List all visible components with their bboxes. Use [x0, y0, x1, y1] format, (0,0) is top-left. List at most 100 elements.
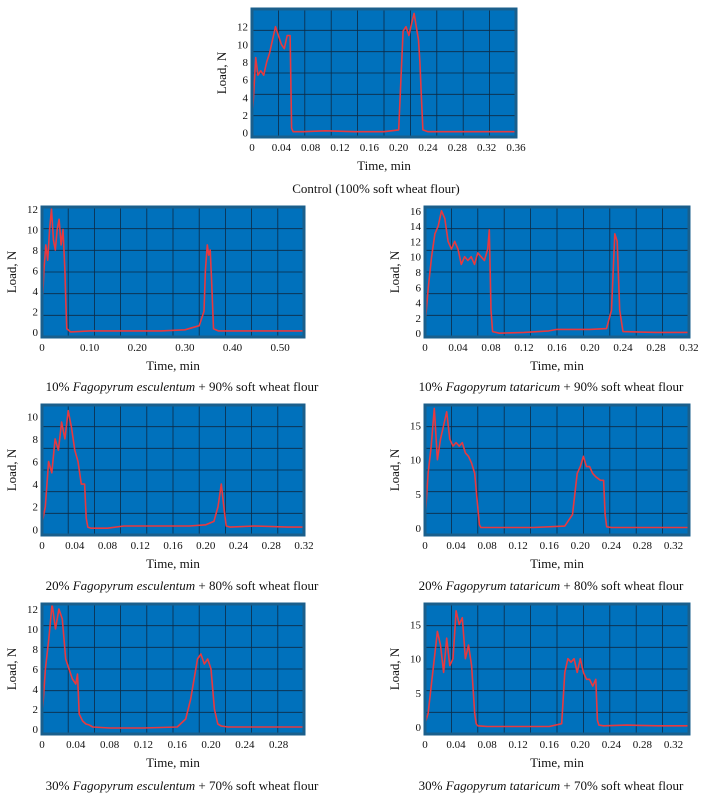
x-tick-label: 0.16: [540, 739, 560, 751]
x-axis-label: Time, min: [146, 358, 200, 373]
y-tick-label: 12: [237, 22, 248, 34]
chart-svg: 0 0.10 0.20 0.30 0.40 0.50 0 2 4 6 8 10 12 Time, min L…: [4, 204, 306, 373]
x-tick-label: 0.08: [100, 739, 120, 751]
x-tick-label: 0.32: [294, 540, 313, 552]
y-tick-label: 4: [33, 286, 39, 298]
plot-frame: [423, 602, 691, 736]
series-line: [251, 12, 516, 133]
series-line: [424, 209, 689, 334]
y-axis-label: Load, N: [4, 250, 19, 293]
x-tick-label: 0.12: [514, 342, 533, 354]
x-tick-label: 0.20: [571, 739, 591, 751]
series-line: [424, 610, 689, 728]
x-tick-label: 0.10: [80, 342, 100, 354]
x-tick-label: 0.24: [418, 142, 438, 154]
chart-panel-6: 0 0.04 0.08 0.12 0.16 0.20 0.24 0.28 0 2 4 6 8 10 12 Ti…: [2, 600, 314, 776]
y-tick-label: 8: [416, 267, 422, 279]
y-tick-label: 10: [27, 225, 39, 237]
caption-species: Fagopyrum esculentum: [72, 578, 196, 593]
x-axis-label: Time, min: [530, 755, 584, 770]
x-tick-label: 0.20: [580, 342, 600, 354]
x-tick-label: 0.24: [602, 739, 622, 751]
x-tick-label: 0.12: [509, 739, 528, 751]
caption-blend: + 90% soft wheat flour: [560, 379, 684, 394]
y-axis-label: Load, N: [4, 647, 19, 690]
plot-frame: [40, 403, 306, 537]
x-tick-label: 0.08: [477, 739, 497, 751]
y-tick-label: 14: [410, 221, 422, 233]
x-tick-label: 0: [249, 142, 255, 154]
chart-caption: 20% Fagopyrum tataricum + 80% soft wheat…: [380, 578, 722, 594]
y-tick-label: 10: [27, 411, 39, 423]
x-tick-label: 0.32: [679, 342, 698, 354]
y-axis-label: Load, N: [214, 51, 229, 94]
x-tick-label: 0.24: [235, 739, 255, 751]
x-axis-label: Time, min: [357, 158, 411, 173]
y-tick-label: 2: [33, 502, 39, 514]
caption-blend: + 90% soft wheat flour: [195, 379, 319, 394]
y-tick-label: 6: [33, 265, 39, 277]
y-tick-label: 12: [27, 604, 38, 616]
chart-panel-2: 0 0.10 0.20 0.30 0.40 0.50 0 2 4 6 8 10 12 Time, min L…: [2, 203, 314, 379]
chart-caption: 10% Fagopyrum tataricum + 90% soft wheat…: [380, 379, 722, 395]
y-tick-label: 2: [33, 306, 39, 318]
x-tick-label: 0.36: [506, 142, 526, 154]
chart-panel-3: 0 0.04 0.08 0.12 0.16 0.20 0.24 0.28 0.32 0 2 4 6 8 10…: [385, 203, 699, 379]
x-tick-label: 0.28: [262, 540, 282, 552]
caption-blend: + 80% soft wheat flour: [560, 578, 684, 593]
x-axis-label: Time, min: [530, 358, 584, 373]
plot-frame: [423, 403, 691, 537]
x-tick-label: 0: [422, 342, 428, 354]
y-axis-label: Load, N: [4, 448, 19, 491]
y-tick-label: 5: [416, 688, 422, 700]
y-tick-label: 2: [416, 313, 422, 325]
y-tick-label: 4: [33, 684, 39, 696]
x-tick-label: 0.50: [271, 342, 291, 354]
series-line: [41, 409, 304, 529]
x-tick-label: 0.30: [175, 342, 195, 354]
caption-species: Fagopyrum tataricum: [445, 578, 561, 593]
caption-species: Fagopyrum esculentum: [72, 778, 196, 793]
y-tick-label: 8: [33, 245, 39, 257]
y-tick-label: 6: [33, 457, 39, 469]
caption-text: 30%: [45, 778, 73, 793]
caption-species: Fagopyrum tataricum: [445, 778, 561, 793]
x-tick-label: 0.08: [477, 540, 497, 552]
y-tick-label: 8: [33, 434, 39, 446]
chart-caption: 30% Fagopyrum tataricum + 70% soft wheat…: [380, 778, 722, 794]
caption-species: Fagopyrum esculentum: [72, 379, 196, 394]
x-tick-label: 0.04: [65, 540, 85, 552]
y-tick-label: 0: [33, 327, 39, 339]
chart-svg: 0 0.04 0.08 0.12 0.16 0.20 0.24 0.28 0.32 0 2 4 6 8 10…: [4, 403, 314, 571]
caption-text: Control (100% soft wheat flour): [292, 181, 460, 196]
x-tick-label: 0.40: [223, 342, 243, 354]
y-tick-label: 10: [27, 624, 39, 636]
x-tick-label: 0.28: [633, 739, 653, 751]
y-tick-label: 16: [410, 206, 422, 218]
y-tick-label: 15: [410, 620, 422, 632]
x-tick-label: 0.16: [163, 540, 183, 552]
x-tick-label: 0.12: [134, 739, 153, 751]
caption-text: 20%: [45, 578, 73, 593]
x-tick-label: 0.20: [389, 142, 409, 154]
y-tick-label: 0: [243, 128, 249, 140]
x-tick-label: 0.24: [613, 342, 633, 354]
x-tick-label: 0: [422, 540, 428, 552]
y-tick-label: 0: [33, 724, 39, 736]
series-line: [424, 407, 689, 529]
x-tick-label: 0.08: [481, 342, 501, 354]
x-tick-label: 0.28: [633, 540, 653, 552]
y-tick-label: 0: [33, 524, 39, 536]
y-tick-label: 10: [237, 39, 249, 51]
y-tick-label: 10: [410, 252, 422, 264]
x-tick-label: 0.04: [66, 739, 86, 751]
plot-frame: [40, 602, 306, 736]
x-tick-label: 0.28: [269, 739, 289, 751]
y-tick-label: 15: [410, 421, 422, 433]
plot-frame: [423, 205, 691, 339]
x-tick-label: 0.24: [602, 540, 622, 552]
chart-svg: 0 0.04 0.08 0.12 0.16 0.20 0.24 0.28 0.32 0 2 4 6 8 10…: [387, 205, 699, 373]
chart-caption: 30% Fagopyrum esculentum + 70% soft whea…: [0, 778, 364, 794]
x-tick-label: 0: [422, 739, 428, 751]
y-tick-label: 5: [416, 489, 422, 501]
